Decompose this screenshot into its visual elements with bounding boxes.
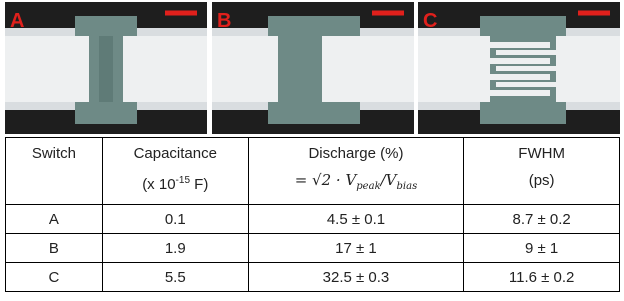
header-cell: Capacitance (x 10-15 F) [102,138,248,205]
header-text: Discharge (%) [308,145,403,162]
header-exponent: -15 [176,175,190,186]
formula-sub: peak [356,181,380,192]
header-text: F) [190,176,208,193]
micrograph-c: C [418,2,620,134]
table-cell: 17 ± 1 [248,234,464,263]
table-cell: 11.6 ± 0.2 [464,263,620,292]
table-cell: B [6,234,103,263]
formula-text: = √2 · V [295,171,357,189]
table-cell: C [6,263,103,292]
panel-label: A [10,10,24,32]
header-text: (ps) [529,172,555,189]
header-text: (x 10 [142,176,175,193]
header-cell: Discharge (%) = √2 · Vpeak/Vbias [248,138,464,205]
header-cell: Switch [6,138,103,205]
table-cell: 1.9 [102,234,248,263]
micrograph-row: A B C [5,2,620,134]
header-text: Capacitance [134,145,217,162]
micrograph-b: B [212,2,414,134]
table-cell: 8.7 ± 0.2 [464,205,620,234]
micrograph-a: A [5,2,207,134]
table-cell: A [6,205,103,234]
panel-label: C [423,10,437,32]
header-text: FWHM [518,145,565,162]
header-cell: FWHM (ps) [464,138,620,205]
table-cell: 32.5 ± 0.3 [248,263,464,292]
results-table: Switch Capacitance (x 10-15 F) Discharge… [5,137,620,292]
table-cell: 5.5 [102,263,248,292]
formula: = √2 · Vpeak/Vbias [295,171,418,189]
header-text: Switch [32,145,76,162]
page: A B C Switch Capacitance (x 10-15 F [0,0,624,301]
table-cell: 9 ± 1 [464,234,620,263]
header-row: Switch Capacitance (x 10-15 F) Discharge… [6,138,620,205]
panel-label: B [217,10,231,32]
table-cell: 0.1 [102,205,248,234]
formula-sub: bias [397,181,418,192]
formula-text: /V [381,171,397,189]
table-cell: 4.5 ± 0.1 [248,205,464,234]
